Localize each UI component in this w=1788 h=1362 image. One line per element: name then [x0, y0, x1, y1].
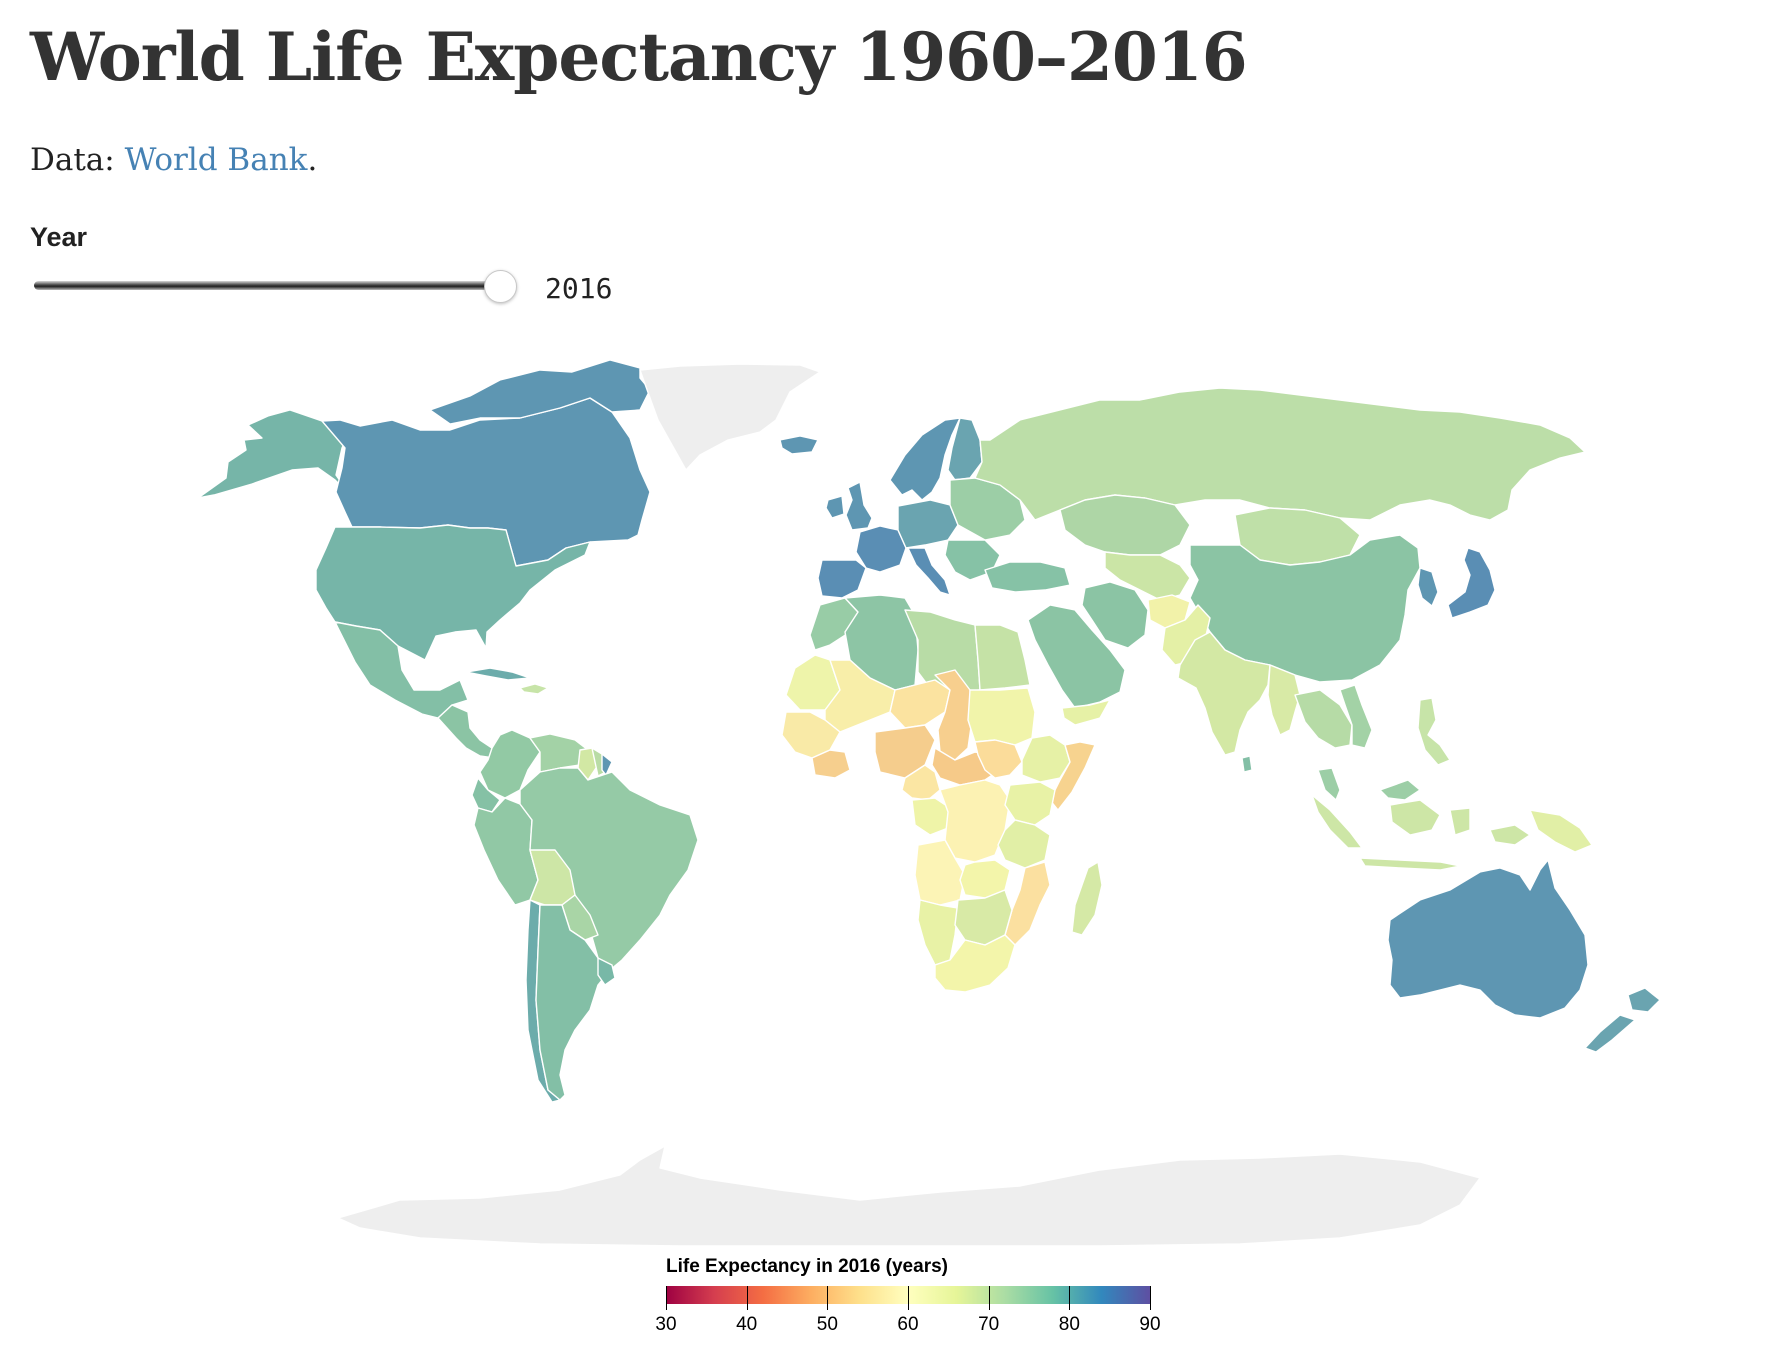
- region-namibia[interactable]: [917, 899, 959, 966]
- region-antarctica: [337, 1145, 1481, 1247]
- region-cameroon[interactable]: [901, 764, 941, 801]
- region-madagascar[interactable]: [1071, 861, 1103, 936]
- region-mozambique[interactable]: [1004, 861, 1051, 946]
- legend-title: Life Expectancy in 2016 (years): [666, 1256, 948, 1277]
- legend-tick: [1069, 1286, 1071, 1310]
- region-iran[interactable]: [1081, 581, 1149, 649]
- region-italy[interactable]: [907, 547, 951, 596]
- region-iberia[interactable]: [817, 559, 867, 599]
- region-mexico[interactable]: [334, 621, 469, 719]
- region-south-sudan[interactable]: [974, 739, 1023, 779]
- region-malaysia[interactable]: [1317, 767, 1421, 801]
- region-australia[interactable]: [1387, 859, 1589, 1019]
- year-slider-thumb[interactable]: [483, 270, 517, 303]
- source-link[interactable]: World Bank: [124, 142, 308, 178]
- region-central-asia[interactable]: [1104, 551, 1191, 601]
- region-scandinavia[interactable]: [889, 417, 961, 501]
- region-india[interactable]: [1177, 631, 1271, 756]
- region-argentina[interactable]: [535, 904, 611, 1101]
- region-sri-lanka[interactable]: [1241, 755, 1253, 773]
- region-egypt[interactable]: [974, 624, 1031, 691]
- region-arabian-peninsula[interactable]: [1027, 604, 1126, 709]
- region-cuba[interactable]: [465, 667, 531, 681]
- region-myanmar[interactable]: [1267, 664, 1301, 736]
- region-papua-new-guinea[interactable]: [1529, 809, 1593, 853]
- legend-tick-label: 60: [897, 1314, 919, 1335]
- region-ethiopia[interactable]: [1021, 734, 1071, 783]
- region-vietnam[interactable]: [1339, 684, 1373, 749]
- region-sudan[interactable]: [967, 687, 1036, 746]
- region-philippines[interactable]: [1417, 697, 1451, 766]
- legend-tick-label: 50: [816, 1314, 838, 1335]
- source-line: Data: World Bank.: [30, 142, 317, 178]
- region-yemen[interactable]: [1061, 699, 1111, 726]
- region-mali[interactable]: [824, 659, 896, 733]
- legend-tick: [666, 1286, 667, 1310]
- region-hispaniola[interactable]: [519, 683, 549, 695]
- legend-tick-label: 30: [655, 1314, 677, 1335]
- legend-tick: [988, 1286, 990, 1310]
- world-map: [197, 359, 1661, 1247]
- region-kenya-uganda[interactable]: [1004, 781, 1056, 826]
- legend-tick: [1150, 1286, 1151, 1310]
- region-turkey[interactable]: [984, 561, 1071, 593]
- region-korea[interactable]: [1417, 567, 1439, 607]
- source-prefix: Data:: [30, 142, 125, 178]
- region-iceland[interactable]: [779, 435, 819, 455]
- region-tanzania[interactable]: [997, 819, 1051, 869]
- year-value: 2016: [545, 272, 613, 305]
- legend-tick: [746, 1286, 748, 1310]
- region-ivory-coast[interactable]: [811, 749, 851, 779]
- legend-tick-label: 90: [1139, 1314, 1161, 1335]
- legend-tick: [827, 1286, 829, 1310]
- region-japan[interactable]: [1447, 547, 1496, 619]
- region-france[interactable]: [855, 525, 907, 573]
- region-russia[interactable]: [974, 387, 1586, 521]
- legend-tick-label: 80: [1058, 1314, 1080, 1335]
- region-greenland[interactable]: [639, 363, 821, 471]
- region-central-america[interactable]: [437, 704, 495, 759]
- region-south-africa[interactable]: [934, 934, 1016, 993]
- region-colombia[interactable]: [479, 729, 541, 799]
- region-indonesia[interactable]: [1311, 794, 1531, 871]
- source-suffix: .: [307, 142, 318, 178]
- region-somalia[interactable]: [1049, 741, 1096, 811]
- region-indochina[interactable]: [1294, 689, 1353, 749]
- legend-tick: [908, 1286, 909, 1310]
- region-ireland[interactable]: [825, 495, 845, 519]
- legend-tick-label: 40: [736, 1314, 758, 1335]
- region-new-zealand[interactable]: [1584, 987, 1661, 1053]
- year-label: Year: [30, 222, 88, 252]
- legend-tick-label: 70: [978, 1314, 1000, 1335]
- page-title: World Life Expectancy 1960–2016: [30, 18, 1248, 96]
- region-kazakhstan[interactable]: [1059, 494, 1191, 556]
- region-uruguay[interactable]: [597, 957, 616, 986]
- region-united-kingdom[interactable]: [845, 481, 873, 531]
- year-slider-track[interactable]: [34, 281, 500, 290]
